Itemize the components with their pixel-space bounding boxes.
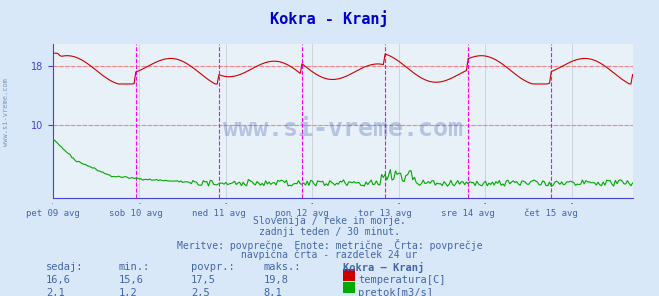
Text: www.si-vreme.com: www.si-vreme.com bbox=[223, 117, 463, 141]
Text: Kokra - Kranj: Kokra - Kranj bbox=[270, 10, 389, 27]
Text: 1,2: 1,2 bbox=[119, 288, 137, 296]
Text: 15,6: 15,6 bbox=[119, 275, 144, 285]
Text: 16,6: 16,6 bbox=[46, 275, 71, 285]
Text: sedaj:: sedaj: bbox=[46, 262, 84, 272]
Text: pretok[m3/s]: pretok[m3/s] bbox=[358, 288, 434, 296]
Text: tor 13 avg: tor 13 avg bbox=[358, 209, 412, 218]
Text: Kokra – Kranj: Kokra – Kranj bbox=[343, 262, 424, 273]
Text: Meritve: povprečne  Enote: metrične  Črta: povprečje: Meritve: povprečne Enote: metrične Črta:… bbox=[177, 239, 482, 251]
Text: min.:: min.: bbox=[119, 262, 150, 272]
Text: pet 09 avg: pet 09 avg bbox=[26, 209, 80, 218]
Bar bbox=[343, 282, 355, 293]
Text: 8,1: 8,1 bbox=[264, 288, 282, 296]
Text: povpr.:: povpr.: bbox=[191, 262, 235, 272]
Text: 2,1: 2,1 bbox=[46, 288, 65, 296]
Text: čet 15 avg: čet 15 avg bbox=[525, 209, 578, 218]
Text: maks.:: maks.: bbox=[264, 262, 301, 272]
Text: temperatura[C]: temperatura[C] bbox=[358, 275, 446, 285]
Text: pon 12 avg: pon 12 avg bbox=[275, 209, 329, 218]
Bar bbox=[343, 269, 355, 281]
Text: Slovenija / reke in morje.: Slovenija / reke in morje. bbox=[253, 216, 406, 226]
Text: zadnji teden / 30 minut.: zadnji teden / 30 minut. bbox=[259, 227, 400, 237]
Text: 17,5: 17,5 bbox=[191, 275, 216, 285]
Text: 2,5: 2,5 bbox=[191, 288, 210, 296]
Text: 19,8: 19,8 bbox=[264, 275, 289, 285]
Text: navpična črta - razdelek 24 ur: navpična črta - razdelek 24 ur bbox=[241, 250, 418, 260]
Text: ned 11 avg: ned 11 avg bbox=[192, 209, 246, 218]
Text: www.si-vreme.com: www.si-vreme.com bbox=[3, 78, 9, 147]
Text: sob 10 avg: sob 10 avg bbox=[109, 209, 163, 218]
Text: sre 14 avg: sre 14 avg bbox=[442, 209, 495, 218]
